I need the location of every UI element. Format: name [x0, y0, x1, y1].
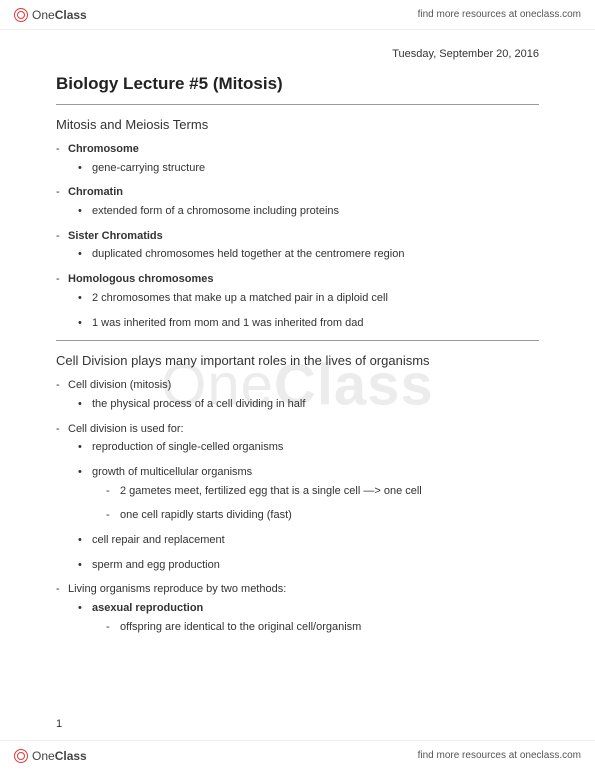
term-sub: 1 was inherited from mom and 1 was inher… — [78, 314, 539, 333]
bottom-bar: OneClass find more resources at oneclass… — [0, 740, 595, 770]
section2-list: Cell division (mitosis) the physical pro… — [56, 376, 539, 636]
title-rule — [56, 104, 539, 105]
list-sub: sperm and egg production — [78, 556, 539, 575]
term-label: Sister Chromatids — [68, 230, 163, 242]
brand-text: OneClass — [32, 749, 87, 763]
section-rule — [56, 340, 539, 341]
term-sub: 2 chromosomes that make up a matched pai… — [78, 289, 539, 308]
term-item: Sister Chromatids duplicated chromosomes… — [56, 227, 539, 264]
item-label: Cell division (mitosis) — [68, 379, 171, 391]
brand-part2: Class — [55, 749, 87, 763]
list-sub-detail: one cell rapidly starts dividing (fast) — [106, 506, 539, 525]
term-label: Homologous chromosomes — [68, 273, 213, 285]
term-label: Chromosome — [68, 143, 139, 155]
bottombar-link[interactable]: find more resources at oneclass.com — [418, 750, 581, 761]
term-sub: duplicated chromosomes held together at … — [78, 245, 539, 264]
list-sub-label: growth of multicellular organisms — [92, 466, 252, 478]
brand-part2: Class — [55, 8, 87, 22]
list-sub-bold: asexual reproduction — [92, 602, 203, 614]
list-item: Cell division is used for: reproduction … — [56, 420, 539, 575]
section2-heading: Cell Division plays many important roles… — [56, 353, 539, 368]
brand: OneClass — [14, 749, 87, 763]
list-sub: reproduction of single-celled organisms — [78, 438, 539, 457]
top-bar: OneClass find more resources at oneclass… — [0, 0, 595, 30]
list-sub-detail: 2 gametes meet, fertilized egg that is a… — [106, 482, 539, 501]
topbar-link[interactable]: find more resources at oneclass.com — [418, 9, 581, 20]
list-sub: the physical process of a cell dividing … — [78, 395, 539, 414]
brand: OneClass — [14, 8, 87, 22]
brand-text: OneClass — [32, 8, 87, 22]
list-item: Cell division (mitosis) the physical pro… — [56, 376, 539, 413]
term-label: Chromatin — [68, 186, 123, 198]
page-title: Biology Lecture #5 (Mitosis) — [56, 74, 539, 94]
term-item: Chromatin extended form of a chromosome … — [56, 183, 539, 220]
list-sub: cell repair and replacement — [78, 531, 539, 550]
list-item: Living organisms reproduce by two method… — [56, 580, 539, 636]
section1-list: Chromosome gene-carrying structure Chrom… — [56, 140, 539, 332]
section1-heading: Mitosis and Meiosis Terms — [56, 117, 539, 132]
term-item: Chromosome gene-carrying structure — [56, 140, 539, 177]
term-sub: extended form of a chromosome including … — [78, 202, 539, 221]
item-label: Living organisms reproduce by two method… — [68, 583, 286, 595]
list-sub: growth of multicellular organisms 2 game… — [78, 463, 539, 525]
term-item: Homologous chromosomes 2 chromosomes tha… — [56, 270, 539, 332]
item-label: Cell division is used for: — [68, 423, 184, 435]
list-sub: asexual reproduction offspring are ident… — [78, 599, 539, 636]
page-number: 1 — [56, 718, 62, 730]
brand-part1: One — [32, 749, 55, 763]
list-sub-detail: offspring are identical to the original … — [106, 618, 539, 637]
brand-logo-icon — [14, 749, 28, 763]
page-content: Tuesday, September 20, 2016 Biology Lect… — [0, 0, 595, 690]
document-date: Tuesday, September 20, 2016 — [56, 48, 539, 60]
term-sub: gene-carrying structure — [78, 159, 539, 178]
brand-part1: One — [32, 8, 55, 22]
brand-logo-icon — [14, 8, 28, 22]
